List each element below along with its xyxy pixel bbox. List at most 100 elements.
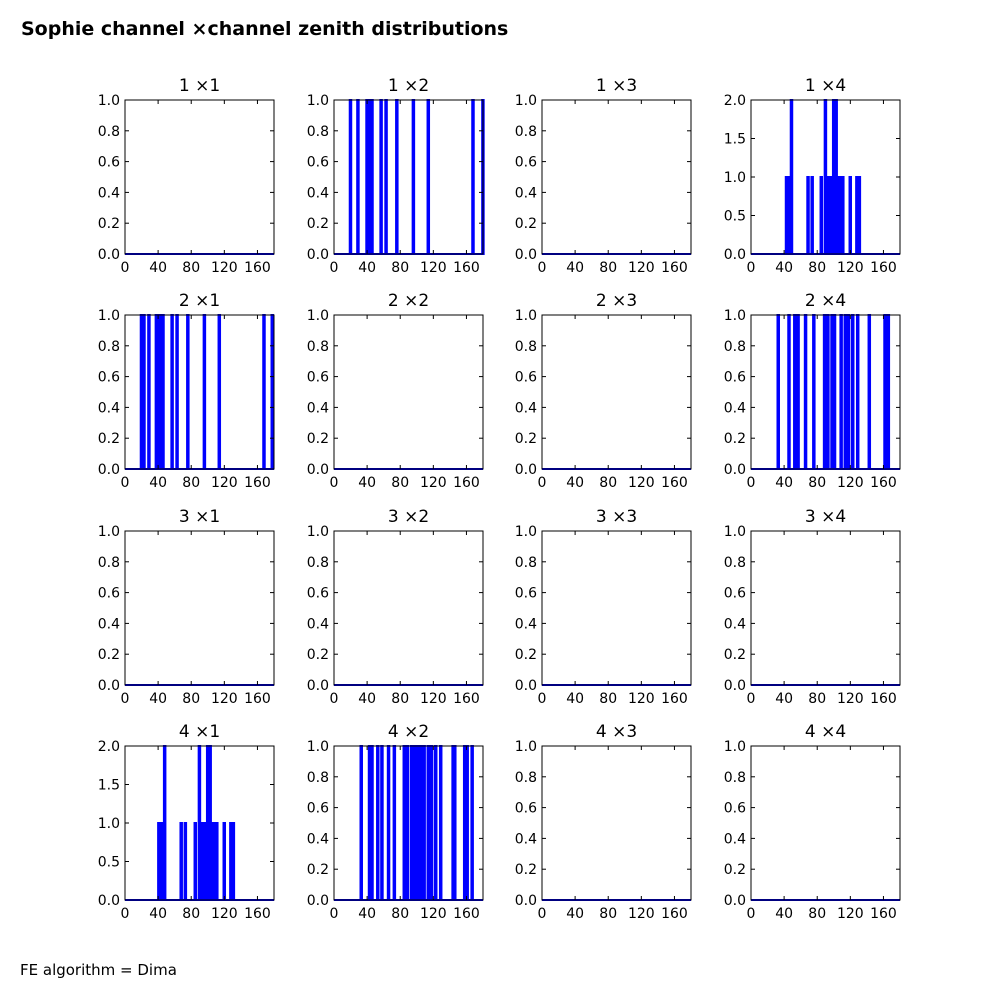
y-tick-label: 0.0 [307, 678, 329, 694]
subplot-title: 1 ×3 [596, 76, 637, 96]
subplot: 0 40 80 120 160 0.0 0.2 0.4 0.6 0.8 1.0 2 ×1 [98, 291, 275, 491]
x-tick-label: 160 [244, 906, 271, 922]
y-tick-label: 1.0 [307, 93, 329, 109]
y-tick-label: 1.0 [98, 93, 120, 109]
y-tick-label: 0.8 [98, 124, 120, 140]
subplot: 0 40 80 120 160 0.0 0.2 0.4 0.6 0.8 1.0 1 ×1 [98, 76, 275, 276]
y-tick-label: 0.0 [98, 678, 120, 694]
y-tick-label: 0.8 [307, 124, 329, 140]
subplot: 0 40 80 120 160 0.0 0.2 0.4 0.6 0.8 1.0 2 ×2 [307, 291, 484, 491]
subplot-title: 1 ×1 [179, 76, 220, 96]
x-tick-label: 0 [538, 260, 547, 276]
x-tick-label: 0 [538, 906, 547, 922]
y-tick-label: 0.8 [724, 555, 746, 571]
y-tick-label: 0.6 [98, 155, 120, 171]
y-tick-label: 0.4 [98, 400, 120, 416]
x-tick-label: 0 [330, 260, 339, 276]
axes-frame [541, 530, 692, 686]
subplot: 0 40 80 120 160 0.0 0.2 0.4 0.6 0.8 1.0 3 ×3 [515, 507, 692, 707]
subplot: 0 40 80 120 160 0.0 0.2 0.4 0.6 0.8 1.0 2 ×4 [724, 291, 901, 491]
y-tick-label: 0.8 [515, 124, 537, 140]
y-tick-label: 1.0 [724, 524, 746, 540]
subplot-title: 2 ×4 [805, 291, 846, 311]
y-tick-label: 1.0 [307, 524, 329, 540]
y-tick-label: 0.0 [307, 462, 329, 478]
subplot-title: 2 ×2 [388, 291, 429, 311]
y-tick-label: 0.4 [515, 400, 537, 416]
x-tick-label: 40 [566, 475, 584, 491]
subplot: 0 40 80 120 160 0.0 0.2 0.4 0.6 0.8 1.0 3 ×1 [98, 507, 275, 707]
y-tick-label: 0.0 [307, 247, 329, 263]
x-tick-label: 40 [149, 260, 167, 276]
x-tick-label: 120 [628, 260, 655, 276]
x-tick-label: 40 [566, 906, 584, 922]
subplot-title: 1 ×2 [388, 76, 429, 96]
axes-frame [124, 314, 275, 470]
x-tick-label: 80 [182, 260, 200, 276]
y-tick-label: 0.4 [98, 185, 120, 201]
subplot: 0 40 80 120 160 0.0 0.2 0.4 0.6 0.8 1.0 4 ×4 [724, 722, 901, 922]
y-tick-label: 0.8 [515, 555, 537, 571]
x-tick-label: 0 [747, 475, 756, 491]
histogram-series [751, 314, 900, 470]
subplot: 0 40 80 120 160 0.0 0.2 0.4 0.6 0.8 1.0 1 ×2 [307, 76, 485, 276]
y-tick-label: 0.4 [307, 616, 329, 632]
y-tick-label: 0.6 [724, 370, 746, 386]
figure-footer: FE algorithm = Dima [20, 961, 177, 979]
x-tick-label: 0 [121, 475, 130, 491]
x-tick-label: 40 [775, 691, 793, 707]
y-tick-label: 0.2 [307, 862, 329, 878]
subplot-title: 1 ×4 [805, 76, 846, 96]
y-tick-label: 0.6 [515, 801, 537, 817]
y-tick-label: 1.0 [515, 524, 537, 540]
x-tick-label: 160 [453, 906, 480, 922]
y-tick-label: 0.8 [307, 339, 329, 355]
x-tick-label: 160 [870, 260, 897, 276]
y-tick-label: 0.2 [515, 431, 537, 447]
x-tick-label: 80 [391, 260, 409, 276]
y-tick-label: 0.2 [98, 647, 120, 663]
x-tick-label: 120 [211, 906, 238, 922]
y-tick-label: 0.5 [98, 855, 120, 871]
y-tick-label: 0.8 [98, 555, 120, 571]
x-tick-label: 160 [870, 475, 897, 491]
x-tick-label: 80 [391, 691, 409, 707]
y-tick-label: 0.2 [724, 862, 746, 878]
subplot-title: 2 ×1 [179, 291, 220, 311]
x-tick-label: 120 [211, 260, 238, 276]
y-tick-label: 0.0 [98, 462, 120, 478]
x-tick-label: 160 [453, 260, 480, 276]
y-tick-label: 0.8 [98, 339, 120, 355]
y-tick-label: 0.6 [515, 155, 537, 171]
x-tick-label: 160 [244, 691, 271, 707]
x-tick-label: 0 [121, 260, 130, 276]
axes-frame [750, 530, 901, 686]
axes-frame [333, 530, 484, 686]
x-tick-label: 80 [182, 691, 200, 707]
x-tick-label: 80 [599, 260, 617, 276]
y-tick-label: 0.0 [98, 247, 120, 263]
subplot-title: 4 ×1 [179, 722, 220, 742]
subplot: 0 40 80 120 160 0.0 0.2 0.4 0.6 0.8 1.0 3 ×2 [307, 507, 484, 707]
y-tick-label: 0.4 [515, 185, 537, 201]
x-tick-label: 0 [330, 906, 339, 922]
x-tick-label: 120 [837, 260, 864, 276]
axes-frame [333, 745, 484, 901]
y-tick-label: 0.6 [724, 801, 746, 817]
y-tick-label: 0.2 [307, 431, 329, 447]
y-tick-label: 0.2 [515, 862, 537, 878]
x-tick-label: 40 [566, 260, 584, 276]
y-tick-label: 0.2 [515, 647, 537, 663]
axes-frame [541, 99, 692, 255]
y-tick-label: 0.6 [98, 370, 120, 386]
x-tick-label: 120 [211, 475, 238, 491]
y-tick-label: 0.0 [307, 893, 329, 909]
y-tick-label: 0.0 [515, 678, 537, 694]
axes-frame [333, 99, 484, 255]
x-tick-label: 120 [420, 475, 447, 491]
x-tick-label: 40 [149, 475, 167, 491]
x-tick-label: 120 [628, 475, 655, 491]
y-tick-label: 1.0 [515, 739, 537, 755]
y-tick-label: 0.8 [724, 339, 746, 355]
